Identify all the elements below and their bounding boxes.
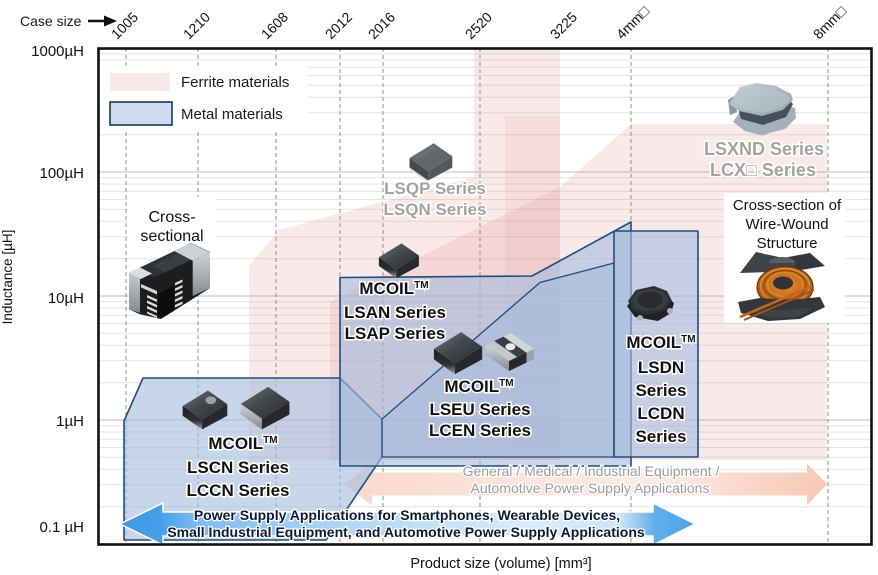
- svg-text:MCOILTM: MCOILTM: [626, 333, 695, 352]
- svg-text:MCOILTM: MCOILTM: [444, 377, 513, 396]
- svg-text:Automotive Power Supply Applic: Automotive Power Supply Applications: [471, 480, 710, 496]
- svg-text:1µH: 1µH: [56, 413, 84, 430]
- svg-text:0.1 µH: 0.1 µH: [40, 519, 85, 536]
- svg-text:Cross-section of: Cross-section of: [733, 197, 842, 214]
- svg-text:LSDN: LSDN: [638, 358, 684, 377]
- svg-text:Ferrite materials: Ferrite materials: [181, 74, 289, 91]
- svg-text:10µH: 10µH: [48, 290, 84, 307]
- svg-text:LSXND Series: LSXND Series: [704, 139, 824, 159]
- svg-text:LSAN Series: LSAN Series: [344, 303, 446, 322]
- svg-text:LCCN Series: LCCN Series: [187, 481, 290, 500]
- svg-text:Inductance [µH]: Inductance [µH]: [0, 230, 15, 325]
- svg-text:LSAP Series: LSAP Series: [345, 324, 446, 343]
- svg-text:100µH: 100µH: [39, 165, 84, 182]
- svg-text:Product size (volume) [mm³]: Product size (volume) [mm³]: [410, 556, 591, 572]
- svg-text:Series: Series: [635, 427, 686, 446]
- svg-text:MCOILTM: MCOILTM: [359, 279, 428, 298]
- svg-text:1000µH: 1000µH: [31, 43, 84, 60]
- svg-text:sectional: sectional: [140, 228, 203, 245]
- svg-text:LSQP Series: LSQP Series: [384, 179, 486, 198]
- svg-text:Structure: Structure: [757, 235, 818, 252]
- svg-text:Cross-: Cross-: [148, 209, 195, 226]
- svg-text:LCX□ Series: LCX□ Series: [710, 160, 816, 180]
- svg-text:General / Medical / Industrial: General / Medical / Industrial Equipment…: [463, 463, 720, 479]
- svg-text:LSCN Series: LSCN Series: [187, 458, 289, 477]
- svg-text:LCEN Series: LCEN Series: [429, 421, 531, 440]
- svg-text:Power Supply Applications for: Power Supply Applications for Smartphone…: [194, 507, 620, 523]
- svg-text:LSEU Series: LSEU Series: [429, 400, 530, 419]
- svg-text:Case size: Case size: [20, 13, 82, 29]
- svg-text:Small Industrial Equipment, an: Small Industrial Equipment, and Automoti…: [167, 524, 645, 540]
- svg-text:Series: Series: [635, 381, 686, 400]
- svg-text:LSQN Series: LSQN Series: [384, 200, 487, 219]
- svg-text:LCDN: LCDN: [637, 404, 684, 423]
- svg-text:Metal materials: Metal materials: [181, 106, 283, 123]
- svg-text:Wire-Wound: Wire-Wound: [745, 216, 828, 233]
- svg-text:MCOILTM: MCOILTM: [208, 434, 277, 453]
